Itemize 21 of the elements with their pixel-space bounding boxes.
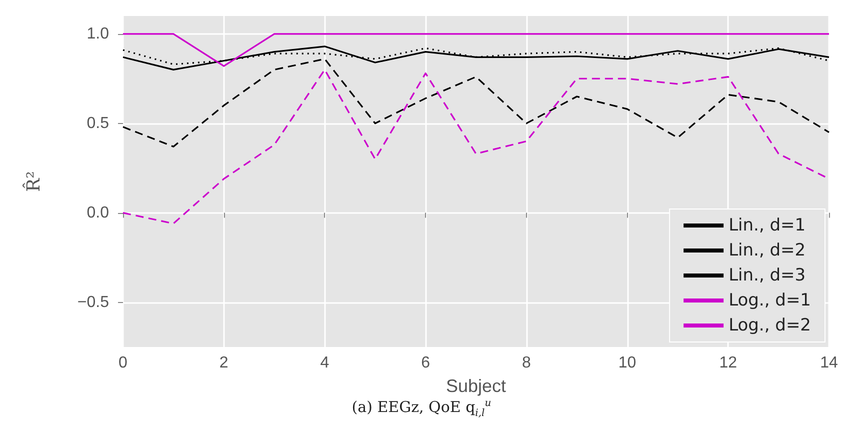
legend-label: Log., d=2 [728,316,812,336]
x-tick-label: 0 [118,354,128,372]
x-tick-label: 4 [320,354,330,372]
x-tick-label: 6 [421,354,430,372]
y-tick-label: 0.5 [86,114,110,132]
x-tick-label: 12 [719,354,738,372]
legend-label: Lin., d=2 [728,240,806,260]
x-tick-label: 8 [522,354,531,372]
line-series [122,46,830,70]
x-tick-label: 2 [219,354,228,372]
y-tick-label: 1.0 [86,25,110,42]
x-tick-label: 10 [618,354,636,372]
legend-label: Lin., d=3 [728,266,806,286]
y-axis-title: R̂² [22,171,44,192]
line-series [122,58,830,148]
y-tick-label: 0.0 [86,204,110,222]
legend-label: Lin., d=1 [728,216,806,236]
x-axis-title: Subject [446,376,506,396]
legend-label: Log., d=1 [728,290,812,310]
x-tick-label: 14 [820,354,838,372]
y-tick-label: −0.5 [77,294,110,311]
